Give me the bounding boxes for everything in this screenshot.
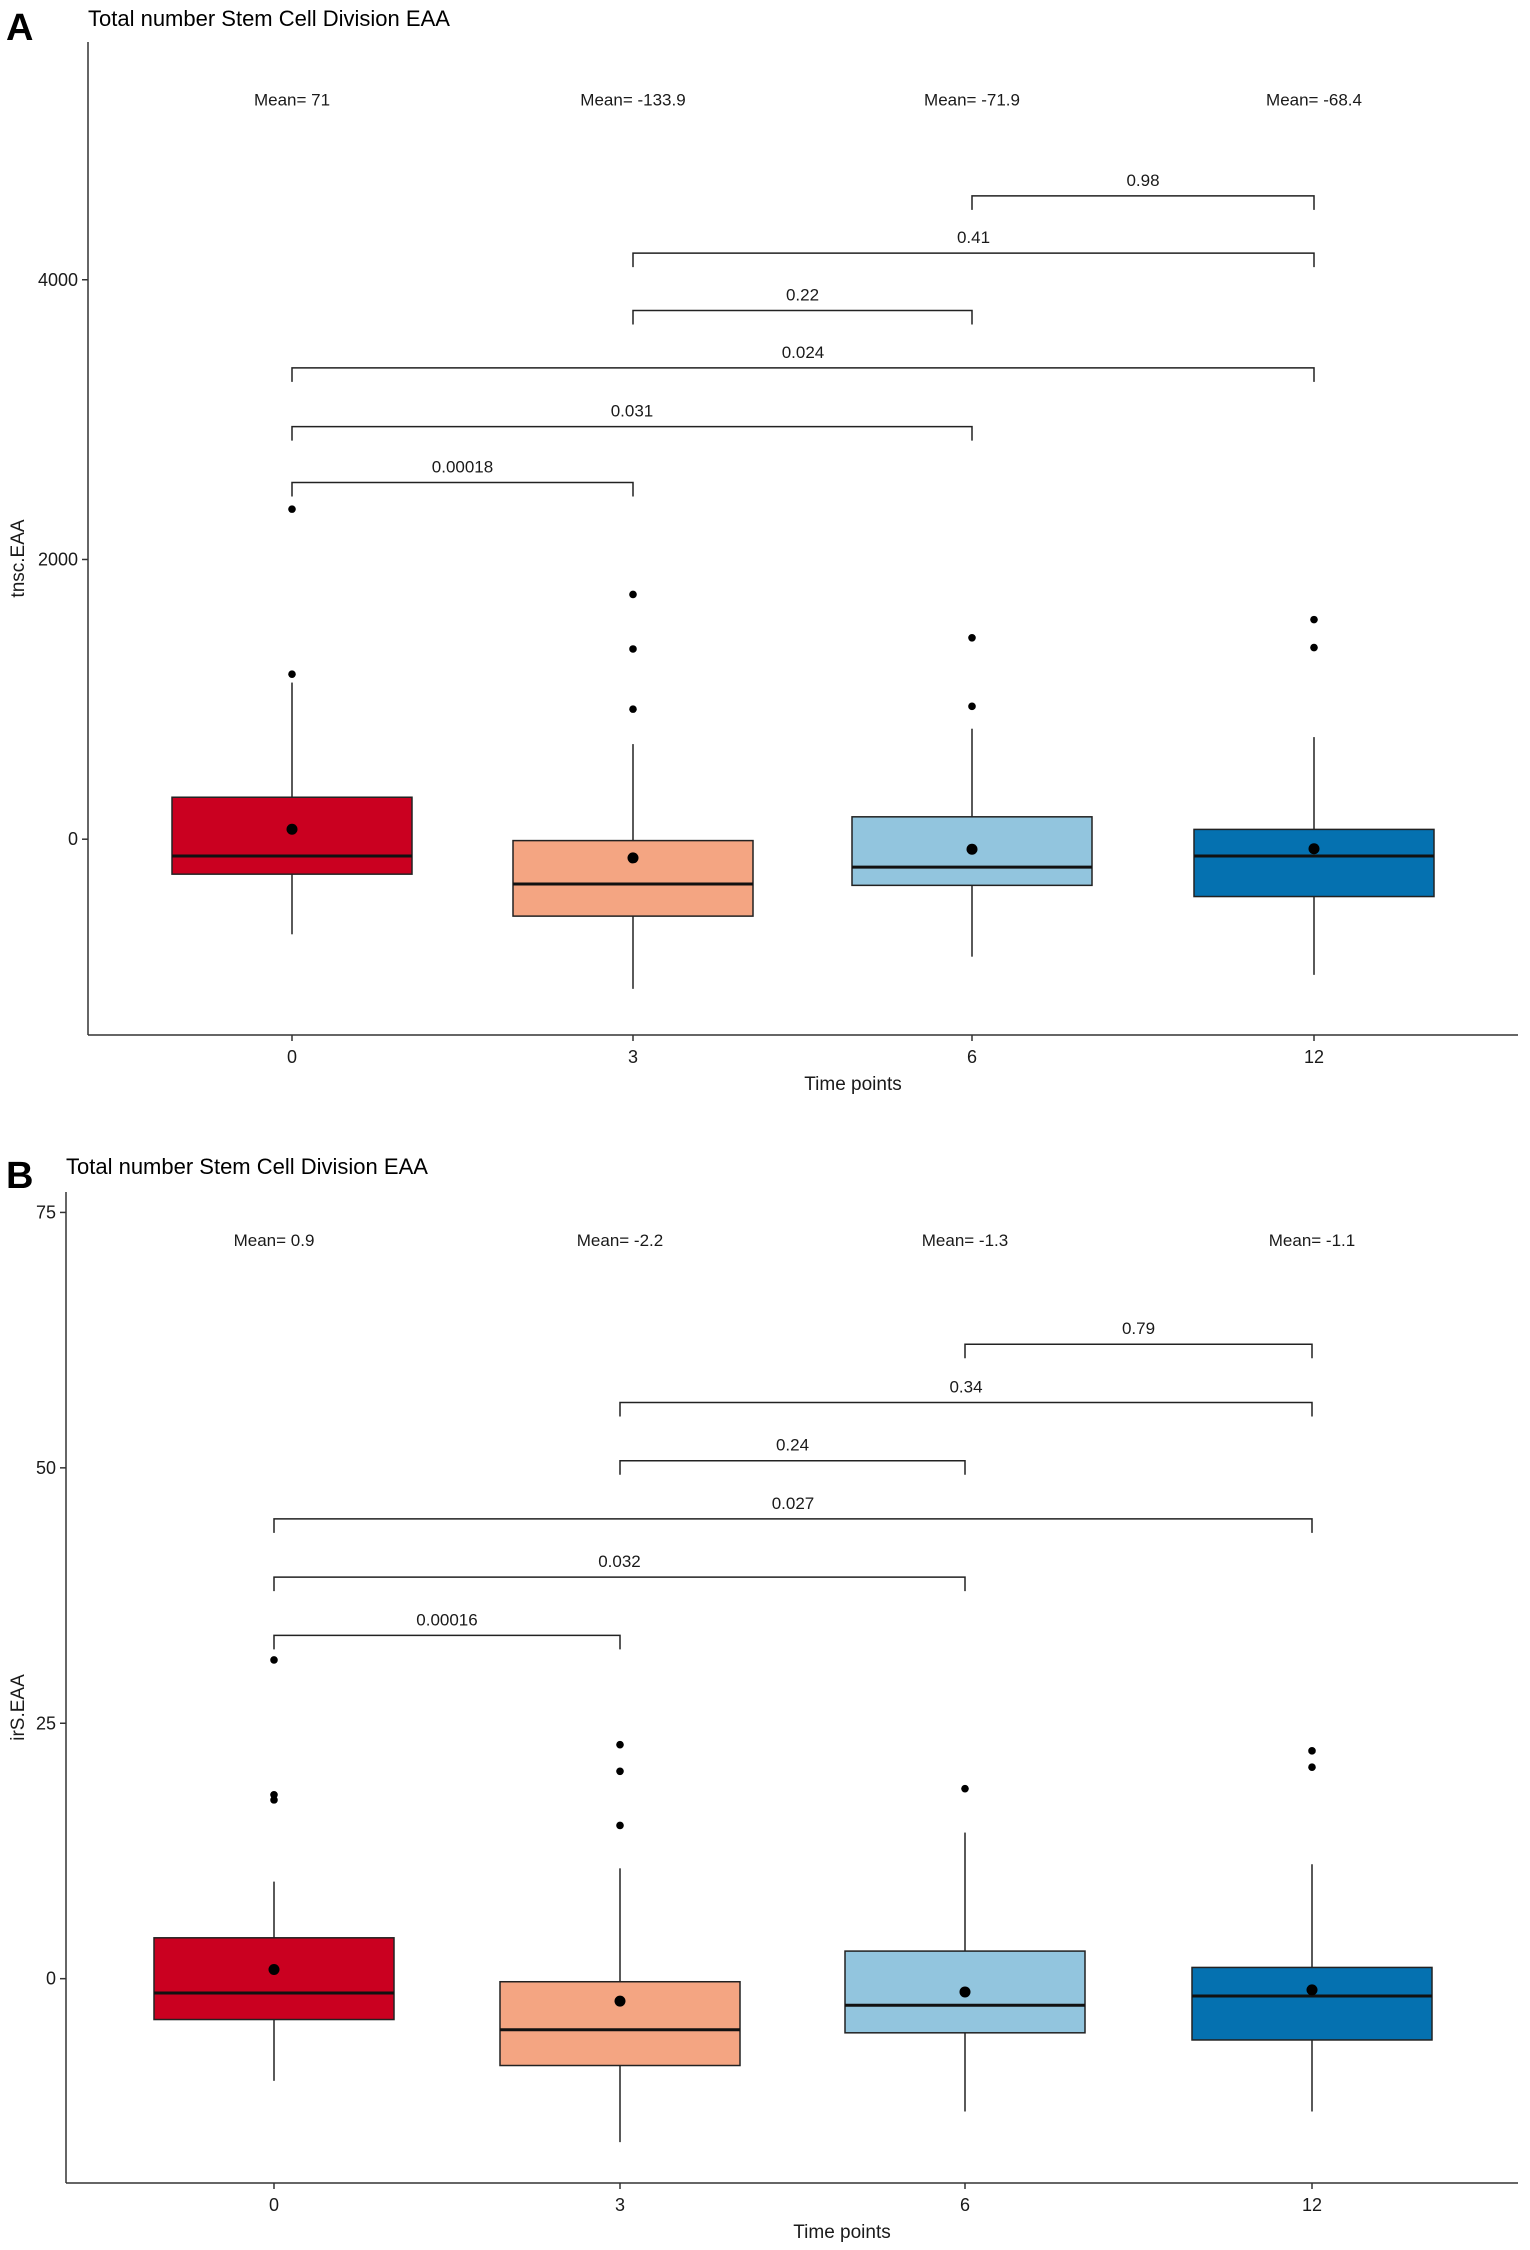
- mean-point: [286, 823, 298, 835]
- comparison-p-value: 0.00018: [432, 458, 493, 477]
- mean-label: Mean= -133.9: [580, 90, 685, 109]
- outlier-point: [288, 505, 296, 513]
- x-tick-label: 0: [287, 1047, 297, 1067]
- mean-label: Mean= 0.9: [234, 1231, 315, 1250]
- outlier-point: [968, 634, 976, 642]
- y-axis-title: irS.EAA: [8, 1674, 29, 1741]
- x-tick-label: 3: [628, 1047, 638, 1067]
- comparison-bracket: [273, 1518, 1313, 1533]
- outlier-point: [1308, 1747, 1316, 1755]
- comparison-bracket: [291, 367, 1315, 382]
- y-tick-label: 0: [46, 1969, 56, 1989]
- mean-point: [268, 1963, 280, 1975]
- comparison-p-value: 0.98: [1126, 171, 1159, 190]
- outlier-point: [961, 1784, 969, 1793]
- comparison-bracket: [964, 1343, 1313, 1359]
- outlier-point: [270, 1656, 278, 1664]
- comparison-p-value: 0.22: [786, 286, 819, 305]
- mean-label: Mean= -1.3: [922, 1231, 1008, 1250]
- chart-panel-a: A Total number Stem Cell Division EAA 0 200…: [6, 6, 1518, 1095]
- panel-letter: A: [6, 7, 33, 49]
- y-tick-label: 25: [36, 1713, 56, 1733]
- mean-point: [627, 852, 639, 864]
- mean-label: Mean= -68.4: [1266, 90, 1362, 109]
- comparison-p-value: 0.24: [776, 1436, 809, 1455]
- comparison-p-value: 0.032: [598, 1552, 641, 1571]
- outlier-point: [1308, 1763, 1316, 1771]
- outlier-point: [629, 645, 637, 653]
- outlier-point: [616, 1821, 624, 1830]
- box-0: [171, 796, 413, 875]
- comparison-bracket: [619, 1459, 966, 1475]
- chart-title: Total number Stem Cell Division EAA: [88, 6, 450, 31]
- outlier-point: [288, 670, 296, 678]
- mean-point: [959, 1986, 971, 1998]
- y-tick-label: 75: [36, 1202, 56, 1222]
- comparison-bracket: [632, 309, 973, 325]
- outlier-point: [629, 590, 637, 599]
- outlier-point: [1310, 643, 1318, 652]
- box-12: [1191, 1966, 1433, 2041]
- outlier-point: [616, 1767, 624, 1776]
- y-tick-label: 2000: [38, 549, 78, 569]
- outlier-point: [1310, 615, 1318, 624]
- y-tick-label: 50: [36, 1458, 56, 1478]
- outlier-point: [270, 1790, 278, 1799]
- comparison-p-value: 0.00016: [416, 1610, 477, 1629]
- chart-title: Total number Stem Cell Division EAA: [66, 1154, 428, 1179]
- comparison-p-value: 0.79: [1122, 1319, 1155, 1338]
- mean-point: [614, 1995, 626, 2007]
- comparison-bracket: [273, 1634, 621, 1650]
- outlier-point: [616, 1740, 624, 1749]
- mean-label: Mean= 71: [254, 90, 330, 109]
- comparison-bracket: [971, 195, 1315, 210]
- comparison-p-value: 0.027: [772, 1494, 815, 1513]
- x-tick-label: 6: [960, 2195, 970, 2215]
- comparison-bracket: [273, 1576, 966, 1592]
- x-tick-label: 12: [1304, 1047, 1324, 1067]
- mean-point: [1308, 843, 1320, 855]
- mean-label: Mean= -71.9: [924, 90, 1020, 109]
- x-tick-label: 0: [269, 2195, 279, 2215]
- mean-label: Mean= -2.2: [577, 1231, 663, 1250]
- comparison-bracket: [291, 481, 634, 497]
- comparison-p-value: 0.024: [782, 343, 825, 362]
- comparison-bracket: [291, 425, 973, 441]
- chart-panel-b: B Total number Stem Cell Division EAA 0 25 5…: [6, 1154, 1518, 2243]
- box-12: [1193, 828, 1435, 898]
- y-tick-label: 4000: [38, 270, 78, 290]
- comparison-p-value: 0.34: [949, 1377, 982, 1396]
- box-3: [512, 839, 754, 917]
- box-0: [153, 1937, 395, 2021]
- y-axis-title: tnsc.EAA: [8, 519, 29, 597]
- comparison-bracket: [632, 252, 1315, 268]
- x-tick-label: 3: [615, 2195, 625, 2215]
- x-axis-title: Time points: [804, 1074, 902, 1095]
- box-3: [499, 1980, 741, 2067]
- comparison-p-value: 0.031: [611, 402, 654, 421]
- mean-point: [966, 843, 978, 855]
- outlier-point: [629, 705, 637, 713]
- panel-letter: B: [6, 1155, 33, 1197]
- x-axis-title: Time points: [793, 2222, 891, 2243]
- y-tick-label: 0: [68, 829, 78, 849]
- x-tick-label: 6: [967, 1047, 977, 1067]
- comparison-p-value: 0.41: [957, 228, 990, 247]
- outlier-point: [968, 702, 976, 711]
- x-tick-label: 12: [1302, 2195, 1322, 2215]
- mean-point: [1306, 1984, 1318, 1996]
- mean-label: Mean= -1.1: [1269, 1231, 1355, 1250]
- comparison-bracket: [619, 1401, 1313, 1417]
